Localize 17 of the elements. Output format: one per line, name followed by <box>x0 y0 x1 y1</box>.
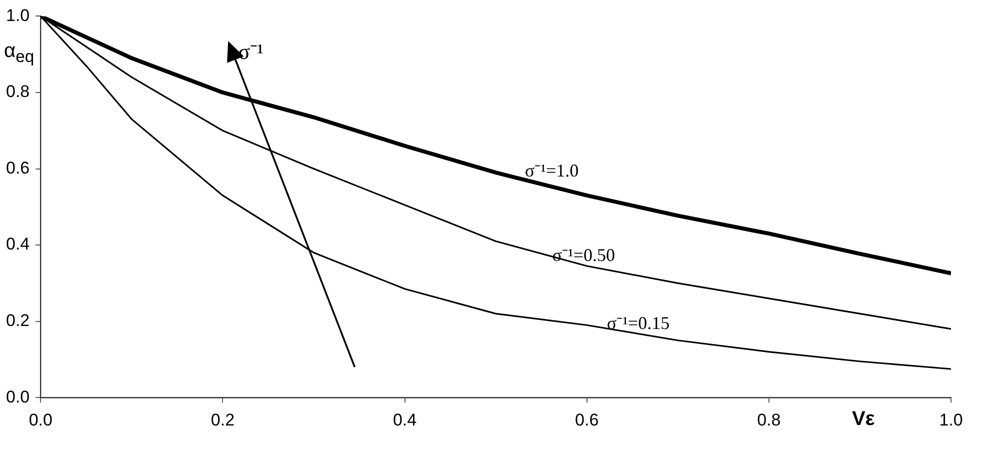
y-tick-label: 0.8 <box>6 82 30 102</box>
y-tick-label: 0.2 <box>6 311 30 330</box>
x-tick-label: 0.6 <box>575 410 599 430</box>
x-tick-label: 1.0 <box>939 410 963 430</box>
y-tick-label: 0.4 <box>6 234 30 254</box>
series-label: σ⁻¹=0.15 <box>606 313 670 334</box>
series-label: σ⁻¹=1.0 <box>524 160 579 181</box>
y-tick-label: 0.6 <box>6 158 30 178</box>
x-tick-label: 0.2 <box>210 410 235 430</box>
y-axis-title: α$_{eq}$ <box>4 40 34 68</box>
x-tick-label: 0.4 <box>392 410 417 430</box>
x-axis-title: Vε <box>852 408 875 431</box>
y-tick-label: 1.0 <box>6 6 30 25</box>
y-tick-label: 0.0 <box>6 387 30 406</box>
x-tick-label: 0.0 <box>28 410 52 430</box>
x-tick-label: 0.8 <box>757 410 781 430</box>
series-label: σ⁻¹=0.50 <box>552 245 616 266</box>
